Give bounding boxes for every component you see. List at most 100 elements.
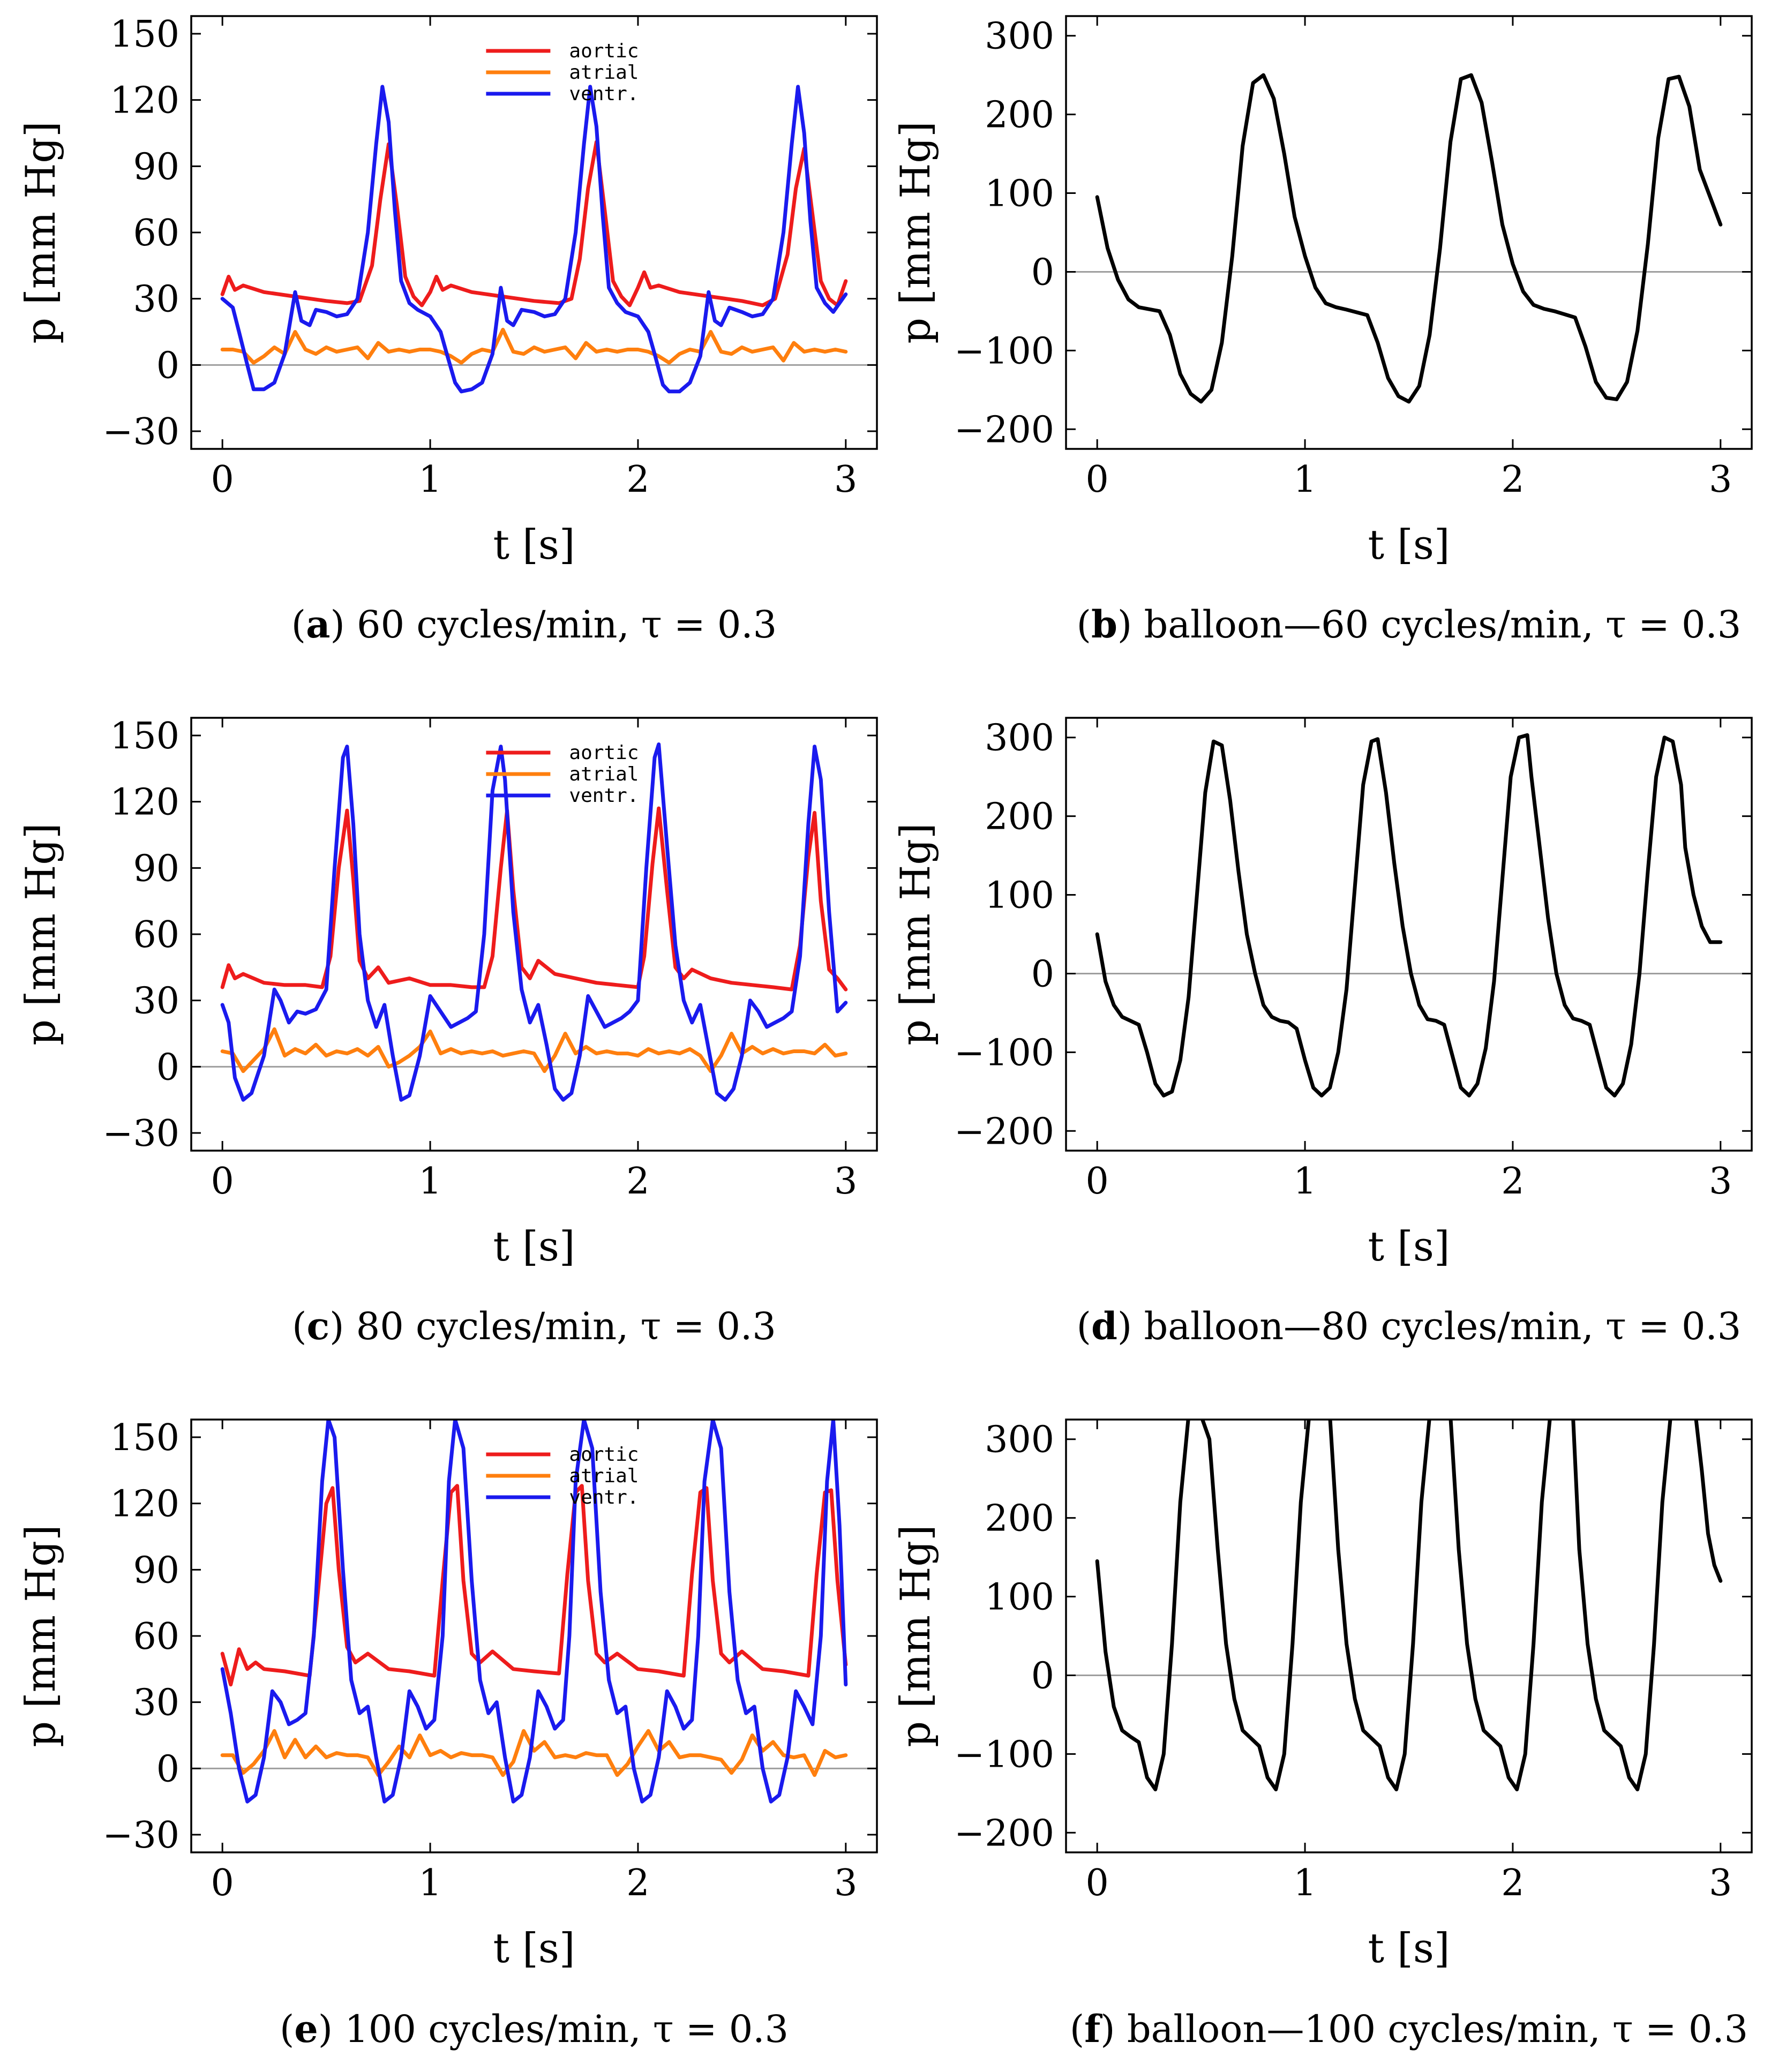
y-tick-label: 0 [156,1748,179,1790]
series-line-atrial [220,1027,848,1073]
y-axis-label: p [mm Hg] [17,823,64,1045]
caption-open: ( [1070,2007,1084,2051]
caption-close: ) [1117,603,1144,647]
series-line-ventr [220,85,848,394]
y-tick-label: 0 [1031,953,1054,995]
panel-caption: (b) balloon—60 cycles/min, τ = 0.3 [1077,602,1742,647]
series-group [1095,73,1723,404]
x-tick-label: 2 [1501,1160,1524,1203]
x-tick-label: 2 [626,459,649,501]
x-tick-label: 3 [834,1160,857,1203]
x-tick-label: 3 [834,459,857,501]
y-tick-label: 120 [110,782,179,824]
y-tick-label: −100 [954,1733,1054,1776]
y-tick-label: 0 [1031,251,1054,294]
series-line-ventr [220,1420,848,1804]
x-tick-label: 0 [211,1862,234,1904]
panel-caption: (d) balloon—80 cycles/min, τ = 0.3 [1077,1304,1742,1348]
y-tick-label: 0 [156,344,179,387]
caption-letter: b [1091,602,1117,647]
axes-frame [1065,717,1753,1152]
axes-frame [1065,15,1753,450]
y-tick-label: 30 [133,980,179,1023]
caption-text: 100 cycles/min, τ = 0.3 [344,2007,789,2051]
series-line-aortic [220,140,848,307]
y-tick-label: 300 [985,1419,1054,1461]
y-tick-label: 60 [133,1616,179,1658]
legend-entry: ventr. [569,83,639,105]
caption-close: ) [330,603,357,647]
caption-letter: d [1091,1304,1117,1348]
x-axis-label: t [s] [1368,1222,1450,1270]
panel-b: 0 1 2 3 −200 −100 0 100 200 300 t [s] p [mm Hg] (b) … [891,15,1753,647]
y-tick-label: 90 [133,1549,179,1591]
axes-frame [190,15,878,450]
x-tick-label: 0 [211,1160,234,1203]
y-tick-label: 200 [985,1498,1054,1540]
y-axis-label: p [mm Hg] [17,121,64,343]
caption-close: ) [329,1304,356,1348]
series-line-aortic [220,1484,848,1687]
x-tick-label: 0 [211,459,234,501]
y-axis-label: p [mm Hg] [891,823,939,1045]
x-axis-label: t [s] [493,521,575,568]
series-line-aortic [220,806,848,992]
series-line-ventr [220,742,848,1102]
y-tick-label: −30 [102,411,179,453]
y-tick-label: 0 [1031,1655,1054,1697]
series-group [1095,733,1723,1098]
panel-caption: (c) 80 cycles/min, τ = 0.3 [292,1304,776,1348]
y-axis-label: p [mm Hg] [17,1525,64,1747]
y-axis-label: p [mm Hg] [891,121,939,343]
legend-entry: ventr. [569,1487,639,1508]
legend-entry: aortic [569,1444,639,1466]
y-tick-label: 300 [985,16,1054,58]
x-tick-label: 3 [1709,1160,1732,1203]
x-tick-label: 2 [626,1862,649,1904]
y-tick-label: −100 [954,1032,1054,1074]
x-tick-label: 2 [626,1160,649,1203]
caption-open: ( [292,1304,306,1348]
legend-entry: atrial [569,1465,639,1487]
panel-caption: (a) 60 cycles/min, τ = 0.3 [291,602,777,647]
axes-frame [190,717,878,1152]
series-line-atrial [220,1729,848,1777]
x-tick-label: 2 [1501,1862,1524,1904]
caption-text: 60 cycles/min, τ = 0.3 [357,603,777,647]
x-tick-label: 1 [1293,1160,1316,1203]
y-tick-label: 90 [133,847,179,890]
y-tick-label: 60 [133,212,179,254]
y-tick-label: 300 [985,717,1054,760]
series-line-balloon [1095,73,1723,404]
caption-letter: f [1084,2007,1102,2051]
series-line-atrial [220,327,848,365]
x-tick-label: 1 [418,459,441,501]
y-tick-label: 90 [133,146,179,188]
x-tick-label: 1 [1293,459,1316,501]
caption-text: balloon—60 cycles/min, τ = 0.3 [1144,603,1741,647]
panel-e: 0 1 2 3 −30 0 30 60 90 120 150 t [s] p [mm Hg] aortic… [17,1417,878,2051]
y-tick-label: 30 [133,1682,179,1724]
caption-close: ) [318,2007,345,2051]
series-group [220,742,848,1102]
x-tick-label: 3 [834,1862,857,1904]
y-tick-label: 200 [985,796,1054,838]
y-tick-label: 60 [133,914,179,956]
series-group [220,85,848,394]
y-tick-label: 30 [133,279,179,321]
x-tick-label: 3 [1709,1862,1732,1904]
y-tick-label: −100 [954,330,1054,372]
caption-letter: a [306,602,330,647]
legend-entry: aortic [569,742,639,764]
caption-letter: c [306,1304,329,1348]
caption-open: ( [1077,1304,1091,1348]
caption-open: ( [280,2007,294,2051]
panel-a: 0 1 2 3 −30 0 30 60 90 120 150 t [s] p [mm Hg] aortic… [17,13,878,647]
caption-letter: e [294,2007,318,2051]
axes-frame [1065,1418,1753,1853]
x-tick-label: 1 [418,1862,441,1904]
x-axis-label: t [s] [1368,1924,1450,1972]
x-axis-label: t [s] [493,1222,575,1270]
series-line-balloon [1095,733,1723,1098]
